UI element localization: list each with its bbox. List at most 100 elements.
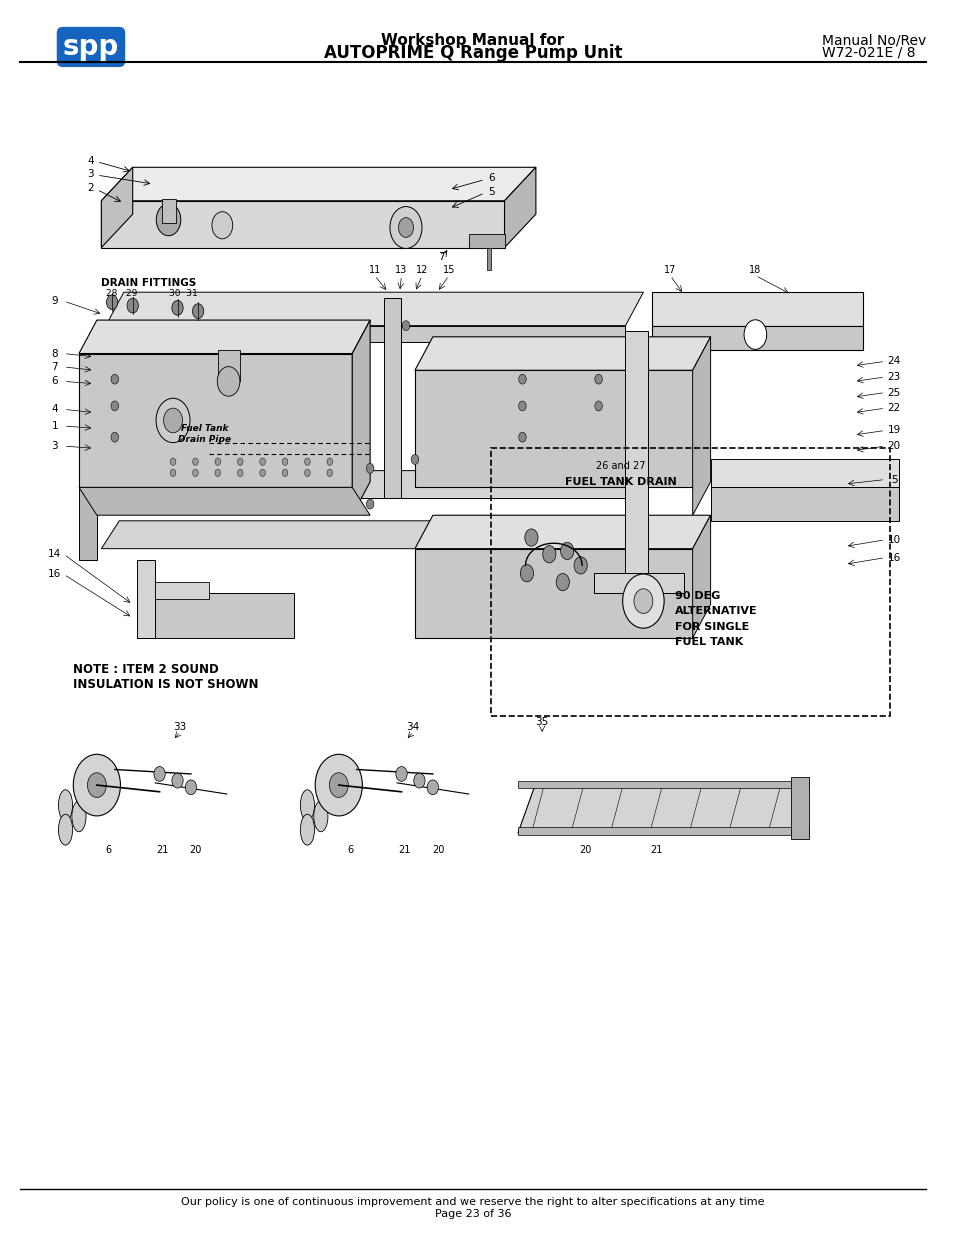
Ellipse shape xyxy=(314,802,328,831)
Text: FUEL TANK: FUEL TANK xyxy=(674,637,742,647)
Circle shape xyxy=(193,458,198,466)
Text: 6: 6 xyxy=(106,845,112,855)
Circle shape xyxy=(518,401,526,411)
Text: 90 DEG: 90 DEG xyxy=(674,590,720,600)
Polygon shape xyxy=(101,521,657,548)
Text: 24: 24 xyxy=(886,357,900,367)
Text: 20: 20 xyxy=(189,845,201,855)
Polygon shape xyxy=(504,167,536,247)
Polygon shape xyxy=(155,582,209,599)
Polygon shape xyxy=(101,201,504,247)
Text: 26 and 27: 26 and 27 xyxy=(596,461,645,472)
Text: 33: 33 xyxy=(173,722,187,732)
Circle shape xyxy=(329,773,348,798)
Text: 25: 25 xyxy=(886,388,900,398)
Text: 34: 34 xyxy=(406,722,419,732)
Circle shape xyxy=(217,367,239,396)
Polygon shape xyxy=(710,459,898,488)
Text: FUEL TANK DRAIN: FUEL TANK DRAIN xyxy=(564,477,677,487)
Circle shape xyxy=(153,767,165,782)
Text: 20: 20 xyxy=(432,845,444,855)
Polygon shape xyxy=(415,515,710,548)
Text: 2: 2 xyxy=(88,184,93,194)
Bar xyxy=(491,448,889,716)
Text: Drain Pipe: Drain Pipe xyxy=(177,435,231,443)
Text: 6: 6 xyxy=(487,173,494,184)
Circle shape xyxy=(214,469,220,477)
Circle shape xyxy=(237,469,243,477)
Circle shape xyxy=(366,463,374,473)
Text: 30  31: 30 31 xyxy=(169,289,197,298)
Circle shape xyxy=(111,432,118,442)
Text: Fuel Tank: Fuel Tank xyxy=(180,424,228,432)
Polygon shape xyxy=(106,326,625,342)
Polygon shape xyxy=(790,777,808,839)
Text: 20: 20 xyxy=(578,845,591,855)
Circle shape xyxy=(185,781,196,794)
Circle shape xyxy=(519,564,533,582)
Circle shape xyxy=(88,773,106,798)
Circle shape xyxy=(212,211,233,238)
Text: 23: 23 xyxy=(886,372,900,382)
Text: 17: 17 xyxy=(663,264,676,275)
Circle shape xyxy=(327,458,333,466)
Circle shape xyxy=(259,469,265,477)
Circle shape xyxy=(170,458,175,466)
Text: 20: 20 xyxy=(886,441,900,451)
Circle shape xyxy=(282,469,288,477)
Polygon shape xyxy=(352,320,370,515)
Circle shape xyxy=(398,217,413,237)
Circle shape xyxy=(518,374,526,384)
Text: NOTE : ITEM 2 SOUND: NOTE : ITEM 2 SOUND xyxy=(72,663,218,676)
Text: 10: 10 xyxy=(886,535,900,545)
Circle shape xyxy=(427,781,438,794)
Text: INSULATION IS NOT SHOWN: INSULATION IS NOT SHOWN xyxy=(72,678,258,692)
Polygon shape xyxy=(383,298,401,499)
Polygon shape xyxy=(101,471,657,499)
Text: 9: 9 xyxy=(51,296,58,306)
Circle shape xyxy=(163,408,182,432)
Text: 16: 16 xyxy=(48,569,61,579)
Polygon shape xyxy=(415,548,692,638)
Circle shape xyxy=(556,573,569,590)
Circle shape xyxy=(395,767,407,782)
Circle shape xyxy=(595,374,601,384)
Circle shape xyxy=(560,542,574,559)
Text: 22: 22 xyxy=(886,403,900,414)
Circle shape xyxy=(259,458,265,466)
Polygon shape xyxy=(101,167,536,201)
Polygon shape xyxy=(692,515,710,638)
Text: 13: 13 xyxy=(395,264,407,275)
Text: 14: 14 xyxy=(48,550,61,559)
Circle shape xyxy=(518,432,526,442)
Circle shape xyxy=(282,458,288,466)
Ellipse shape xyxy=(300,789,314,820)
Polygon shape xyxy=(101,167,132,247)
Polygon shape xyxy=(79,459,97,559)
Circle shape xyxy=(111,401,118,411)
Text: 4: 4 xyxy=(88,156,93,165)
Polygon shape xyxy=(517,827,808,835)
Text: ALTERNATIVE: ALTERNATIVE xyxy=(674,606,757,616)
Circle shape xyxy=(237,458,243,466)
Text: 1: 1 xyxy=(51,421,58,431)
Text: 21: 21 xyxy=(397,845,410,855)
Circle shape xyxy=(73,755,120,816)
Text: 21: 21 xyxy=(156,845,169,855)
Polygon shape xyxy=(79,320,370,353)
Text: 5: 5 xyxy=(890,474,897,484)
Circle shape xyxy=(414,773,425,788)
Polygon shape xyxy=(415,337,710,370)
Text: 4: 4 xyxy=(51,404,58,414)
Circle shape xyxy=(156,398,190,442)
Text: 19: 19 xyxy=(886,426,900,436)
Circle shape xyxy=(390,206,421,248)
Text: 6: 6 xyxy=(51,377,58,387)
Polygon shape xyxy=(625,331,647,582)
Text: AUTOPRIME Q Range Pump Unit: AUTOPRIME Q Range Pump Unit xyxy=(323,43,621,62)
Circle shape xyxy=(634,589,652,614)
Circle shape xyxy=(327,469,333,477)
Text: 28   29: 28 29 xyxy=(106,289,137,298)
Polygon shape xyxy=(652,293,862,326)
Text: 12: 12 xyxy=(416,264,428,275)
